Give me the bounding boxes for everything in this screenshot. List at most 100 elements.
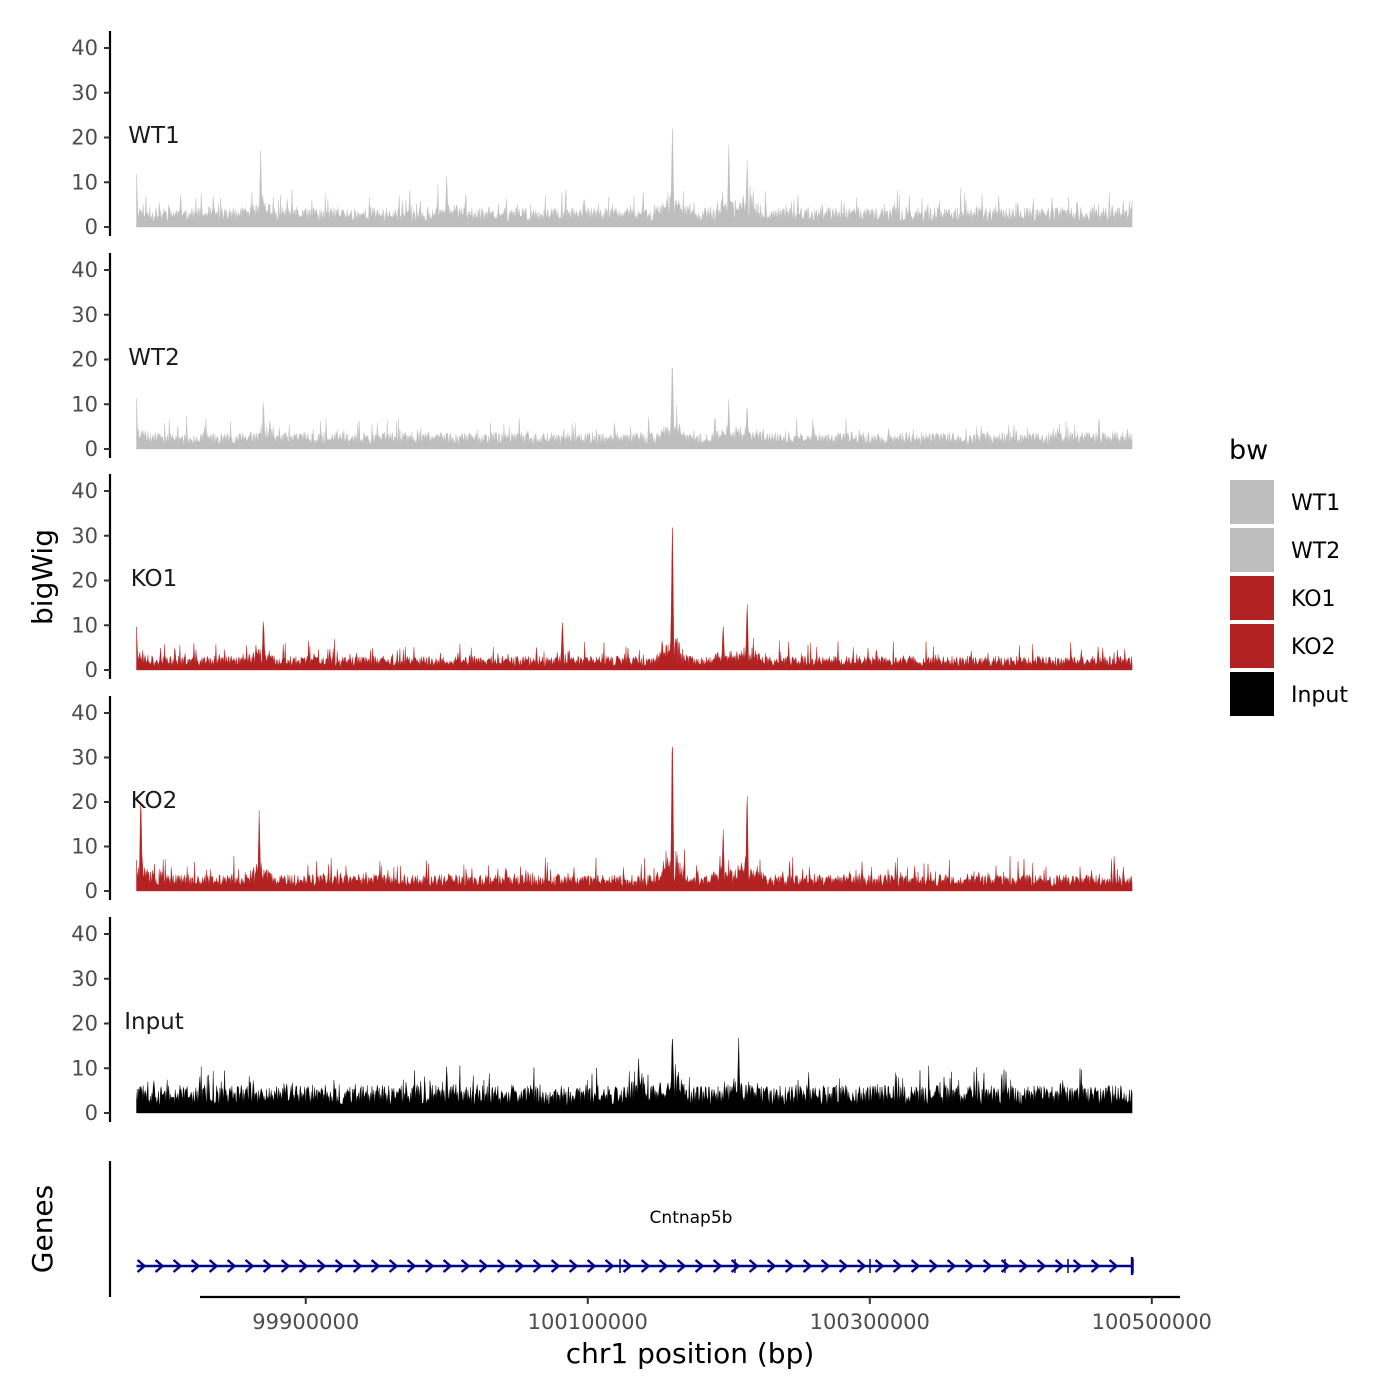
strand-arrow-icon — [208, 1259, 219, 1273]
legend-entry-ko2: KO2 — [1230, 624, 1336, 668]
legend-key — [1230, 624, 1274, 668]
x-tick-label: 100100000 — [528, 1310, 648, 1334]
strand-arrow-icon — [694, 1259, 705, 1273]
legend-label: Input — [1291, 683, 1348, 708]
strand-arrow-icon — [982, 1259, 993, 1273]
legend-label: KO1 — [1291, 587, 1336, 612]
strand-arrow-icon — [640, 1259, 651, 1273]
strand-arrow-icon — [406, 1259, 417, 1273]
legend-key — [1230, 528, 1274, 572]
strand-arrow-icon — [1036, 1259, 1047, 1273]
y-tick-label: 0 — [85, 215, 98, 239]
strand-arrow-icon — [622, 1259, 633, 1273]
strand-arrow-icon — [514, 1259, 525, 1273]
strand-arrow-icon — [280, 1259, 291, 1273]
y-tick-label: 30 — [71, 746, 98, 770]
legend-entry-input: Input — [1230, 672, 1348, 716]
y-tick-label: 0 — [85, 658, 98, 682]
y-tick-label: 20 — [71, 569, 98, 593]
genes-axis-title: Genes — [26, 1185, 59, 1273]
y-tick-label: 10 — [71, 613, 98, 637]
legend-entry-wt2: WT2 — [1230, 528, 1340, 572]
track-label: WT2 — [128, 345, 179, 371]
strand-arrow-icon — [568, 1259, 579, 1273]
strand-arrow-icon — [136, 1259, 147, 1273]
strand-arrow-icon — [316, 1259, 327, 1273]
legend-key — [1230, 480, 1274, 524]
legend-label: WT1 — [1291, 491, 1340, 516]
gene-cntnap5b: Cntnap5b — [136, 1208, 1134, 1275]
strand-arrow-icon — [748, 1259, 759, 1273]
strand-arrow-icon — [478, 1259, 489, 1273]
strand-arrow-icon — [442, 1259, 453, 1273]
y-tick-label: 40 — [71, 36, 98, 60]
strand-arrow-icon — [874, 1259, 885, 1273]
strand-arrow-icon — [1018, 1259, 1029, 1273]
legend-key — [1230, 576, 1274, 620]
strand-arrow-icon — [226, 1259, 237, 1273]
legend-label: KO2 — [1291, 635, 1336, 660]
strand-arrow-icon — [676, 1259, 687, 1273]
y-tick-label: 40 — [71, 922, 98, 946]
track-label: KO1 — [131, 566, 178, 592]
gene-label: Cntnap5b — [650, 1208, 733, 1228]
strand-arrow-icon — [334, 1259, 345, 1273]
y-tick-label: 40 — [71, 258, 98, 282]
x-tick-label: 100300000 — [810, 1310, 930, 1334]
strand-arrow-icon — [838, 1259, 849, 1273]
strand-arrow-icon — [730, 1259, 741, 1273]
track-wt2: 0 10 20 30 40 WT2 — [71, 253, 1133, 461]
coverage-signal — [136, 527, 1133, 671]
strand-arrow-icon — [658, 1259, 669, 1273]
strand-arrow-icon — [910, 1259, 921, 1273]
track-ko2: 0 10 20 30 40 KO2 — [71, 696, 1133, 903]
strand-arrow-icon — [352, 1259, 363, 1273]
strand-arrow-icon — [424, 1259, 435, 1273]
y-tick-label: 0 — [85, 879, 98, 903]
y-tick-label: 30 — [71, 81, 98, 105]
y-tick-label: 0 — [85, 1101, 98, 1125]
strand-arrow-icon — [712, 1259, 723, 1273]
y-tick-label: 30 — [71, 967, 98, 991]
x-tick-label: 100500000 — [1092, 1310, 1212, 1334]
strand-arrow-icon — [586, 1259, 597, 1273]
legend-entry-ko1: KO1 — [1230, 576, 1336, 620]
strand-arrow-icon — [604, 1259, 615, 1273]
strand-arrow-icon — [244, 1259, 255, 1273]
track-label: KO2 — [131, 788, 178, 814]
y-tick-label: 40 — [71, 479, 98, 503]
y-tick-label: 20 — [71, 126, 98, 150]
y-tick-label: 0 — [85, 437, 98, 461]
coverage-signal — [136, 367, 1133, 450]
strand-arrow-icon — [190, 1259, 201, 1273]
strand-arrow-icon — [946, 1259, 957, 1273]
legend-key — [1230, 672, 1274, 716]
y-tick-label: 10 — [71, 170, 98, 194]
track-ko1: 0 10 20 30 40 KO1 — [71, 474, 1133, 682]
strand-arrow-icon — [496, 1259, 507, 1273]
track-input: 0 10 20 30 40 Input — [71, 917, 1133, 1125]
strand-arrow-icon — [1072, 1259, 1083, 1273]
y-axis-title: bigWig — [26, 529, 59, 625]
strand-arrow-icon — [532, 1259, 543, 1273]
strand-arrow-icon — [262, 1259, 273, 1273]
y-tick-label: 20 — [71, 1012, 98, 1036]
coverage-signal — [136, 746, 1133, 892]
track-wt1: 0 10 20 30 40 WT1 — [71, 31, 1133, 239]
legend-entry-wt1: WT1 — [1230, 480, 1340, 524]
strand-arrow-icon — [784, 1259, 795, 1273]
y-tick-label: 10 — [71, 1056, 98, 1080]
legend: bw WT1 WT2 KO1 KO2 Input — [1229, 435, 1348, 716]
strand-arrow-icon — [856, 1259, 867, 1273]
strand-arrow-icon — [154, 1259, 165, 1273]
strand-arrow-icon — [820, 1259, 831, 1273]
strand-arrow-icon — [460, 1259, 471, 1273]
strand-arrow-icon — [172, 1259, 183, 1273]
strand-arrow-icon — [298, 1259, 309, 1273]
legend-title: bw — [1229, 435, 1268, 466]
strand-arrow-icon — [1054, 1259, 1065, 1273]
coverage-signal — [136, 128, 1133, 228]
y-tick-label: 30 — [71, 303, 98, 327]
y-tick-label: 20 — [71, 348, 98, 372]
